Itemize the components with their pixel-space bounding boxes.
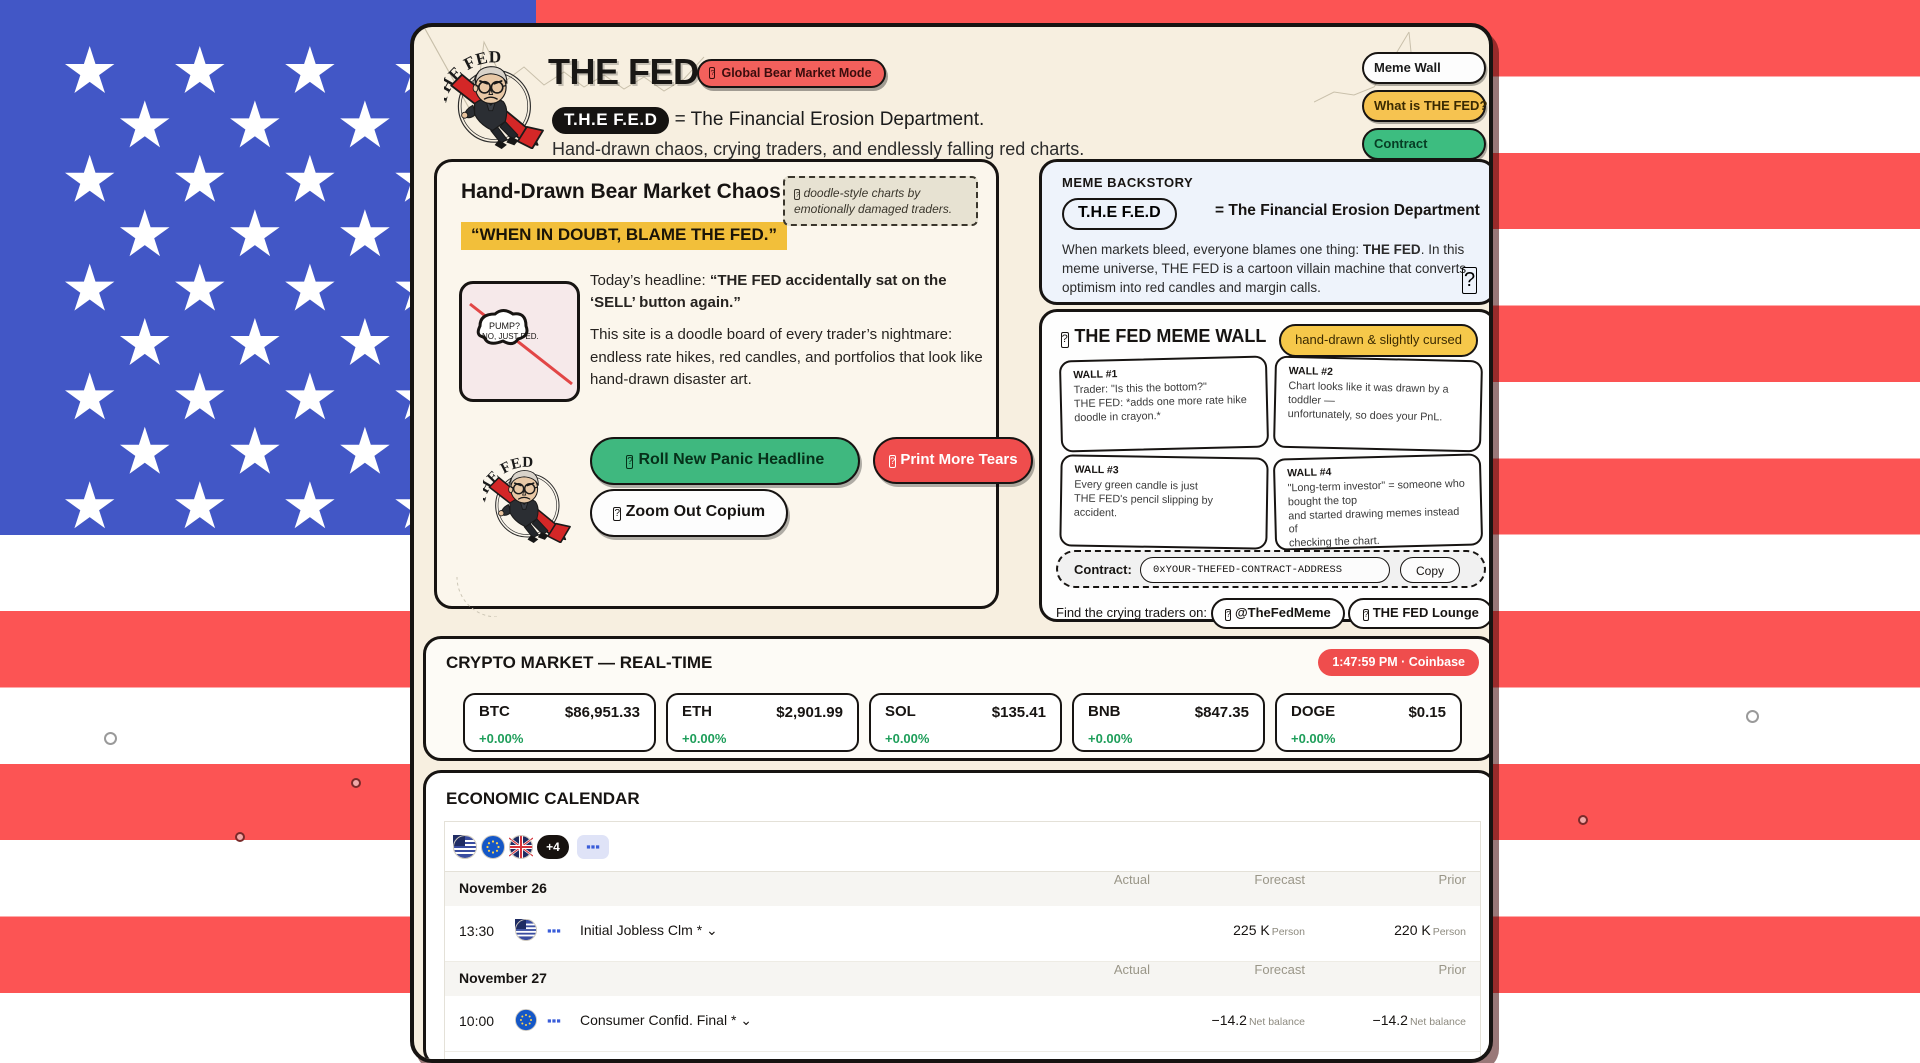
svg-text:NO, JUST FED.: NO, JUST FED. (482, 332, 539, 341)
svg-text:PUMP?: PUMP? (489, 321, 520, 331)
